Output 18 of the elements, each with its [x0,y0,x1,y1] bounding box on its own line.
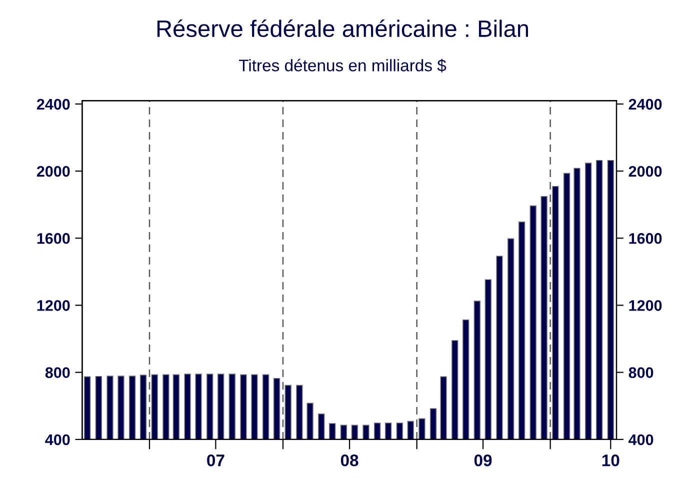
x-tick-label: 10 [602,454,620,466]
y-tick-label: 2000 [36,166,70,177]
y-tick-label: 400 [45,434,70,446]
y-tick-label: 2400 [36,98,70,110]
x-tick-label: 08 [340,454,358,466]
y2-tick-label: 800 [628,367,654,378]
y-tick-label: 1200 [37,300,70,311]
x-tick-label: 07 [207,454,224,466]
chart-subtitle: Titres détenus en milliards $ [238,58,446,72]
y2-tick-label: 2000 [628,166,662,177]
y2-tick-label: 1200 [629,300,662,311]
y2-tick-label: 400 [628,434,654,446]
y-tick-label: 800 [45,367,70,378]
y2-tick-label: 2400 [628,98,662,110]
y2-tick-label: 1600 [629,233,662,244]
y-tick-label: 1600 [37,233,70,244]
x-tick-label: 09 [474,454,492,466]
chart-title: Réserve fédérale américaine : Bilan [157,19,528,38]
